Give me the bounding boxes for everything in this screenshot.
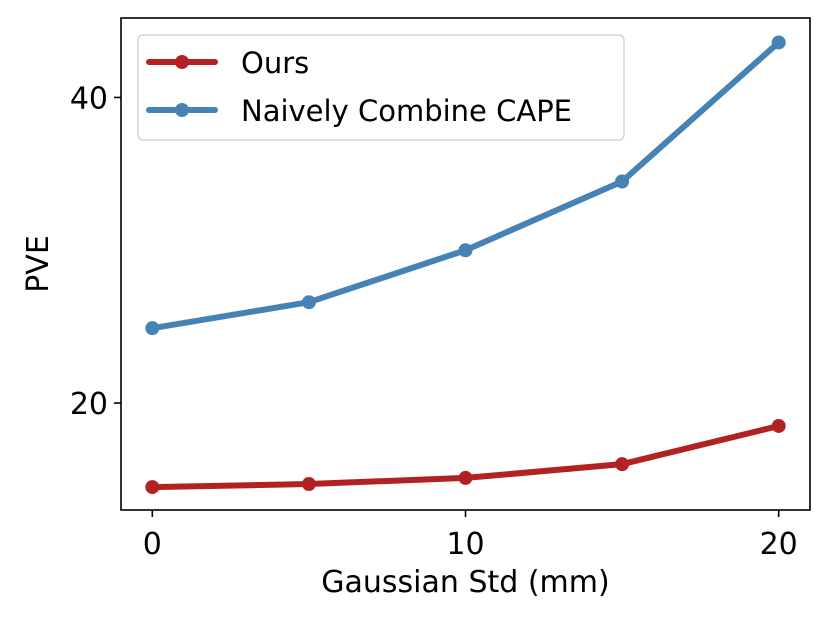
series-layer bbox=[145, 35, 786, 495]
legend-entry: Ours bbox=[146, 46, 309, 80]
y-axis-label: PVE bbox=[21, 235, 56, 293]
data-point bbox=[458, 243, 473, 258]
legend: Ours Naively Combine CAPE bbox=[137, 34, 625, 141]
data-point bbox=[301, 477, 316, 492]
data-point bbox=[145, 321, 160, 336]
y-tick-label: 20 bbox=[70, 387, 108, 422]
data-point bbox=[615, 457, 630, 472]
x-axis-ticks: 0 10 20 bbox=[143, 510, 798, 562]
series-1 bbox=[145, 35, 786, 336]
legend-swatch-marker bbox=[175, 55, 189, 69]
data-point bbox=[301, 295, 316, 310]
legend-entry: Naively Combine CAPE bbox=[146, 94, 572, 128]
data-point bbox=[145, 480, 160, 495]
series-0 bbox=[145, 418, 786, 495]
data-point bbox=[615, 174, 630, 189]
legend-items: Ours Naively Combine CAPE bbox=[146, 46, 572, 128]
legend-box bbox=[137, 34, 625, 141]
data-point bbox=[458, 470, 473, 485]
data-point bbox=[771, 418, 786, 433]
legend-label: Ours bbox=[241, 46, 309, 80]
x-tick-label: 0 bbox=[143, 527, 162, 562]
x-tick-label: 20 bbox=[760, 527, 798, 562]
data-point bbox=[771, 35, 786, 50]
legend-label: Naively Combine CAPE bbox=[241, 94, 572, 128]
y-tick-label: 40 bbox=[70, 81, 108, 116]
legend-swatch-marker bbox=[175, 103, 189, 117]
x-tick-label: 10 bbox=[446, 527, 484, 562]
x-axis-label: Gaussian Std (mm) bbox=[321, 565, 609, 600]
